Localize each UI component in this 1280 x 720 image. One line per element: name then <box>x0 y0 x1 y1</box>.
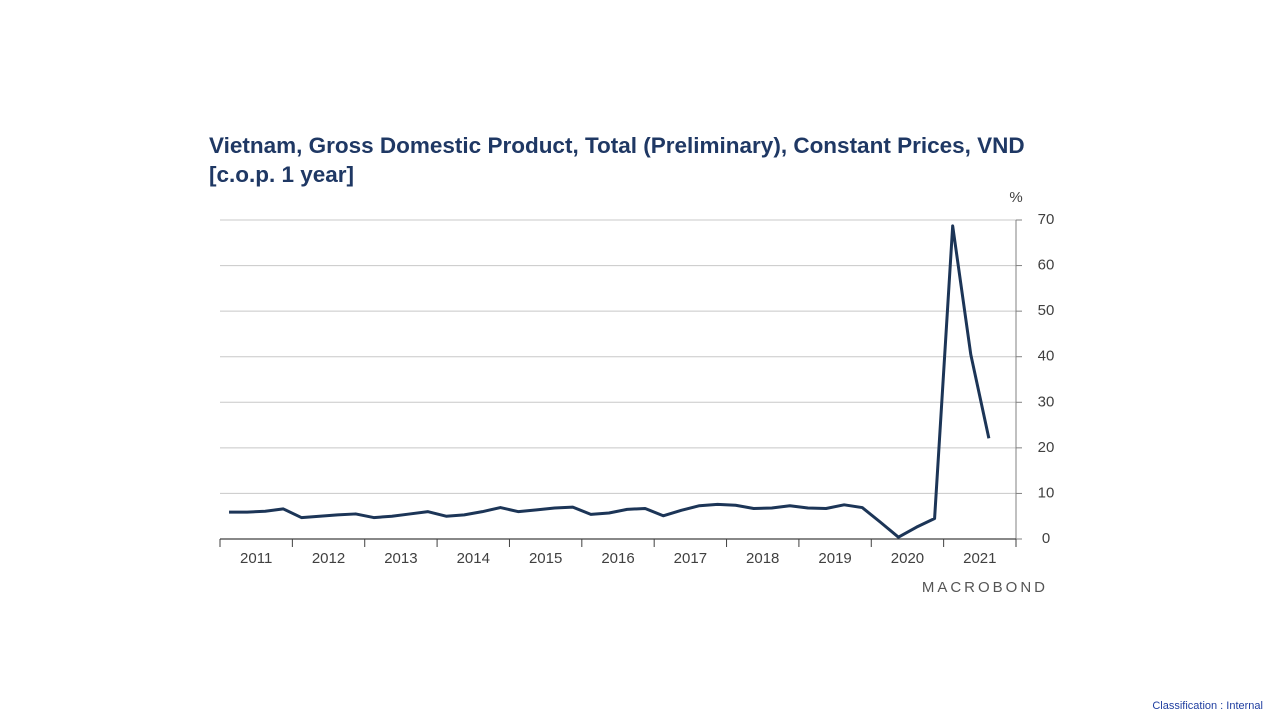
x-tick-label: 2020 <box>891 550 924 567</box>
x-tick-label: 2017 <box>674 550 707 567</box>
x-tick-label: 2016 <box>601 550 634 567</box>
y-tick-label: 30 <box>1038 393 1055 410</box>
chart-title: Vietnam, Gross Domestic Product, Total (… <box>209 133 1025 187</box>
y-tick-label: 60 <box>1038 257 1055 274</box>
y-tick-label: 0 <box>1042 530 1050 547</box>
y-tick-label: 50 <box>1038 302 1055 319</box>
x-tick-label: 2011 <box>240 550 272 567</box>
series-line <box>229 224 991 539</box>
classification: Classification : Internal <box>1152 700 1263 712</box>
x-tick-label: 2014 <box>457 550 490 567</box>
y-tick-label: 20 <box>1038 439 1055 456</box>
x-tick-label: 2012 <box>312 550 345 567</box>
x-tick-label: 2019 <box>818 550 851 567</box>
y-tick-label: 70 <box>1038 211 1055 228</box>
x-tick-label: 2013 <box>384 550 417 567</box>
y-tick-label: 10 <box>1038 484 1055 501</box>
source-logo: MACROBOND <box>922 579 1048 596</box>
x-tick-label: 2015 <box>529 550 562 567</box>
x-tick-label: 2021 <box>963 550 996 567</box>
y-tick-label: 40 <box>1038 348 1055 365</box>
x-tick-label: 2018 <box>746 550 779 567</box>
y-unit: % <box>1009 189 1022 206</box>
